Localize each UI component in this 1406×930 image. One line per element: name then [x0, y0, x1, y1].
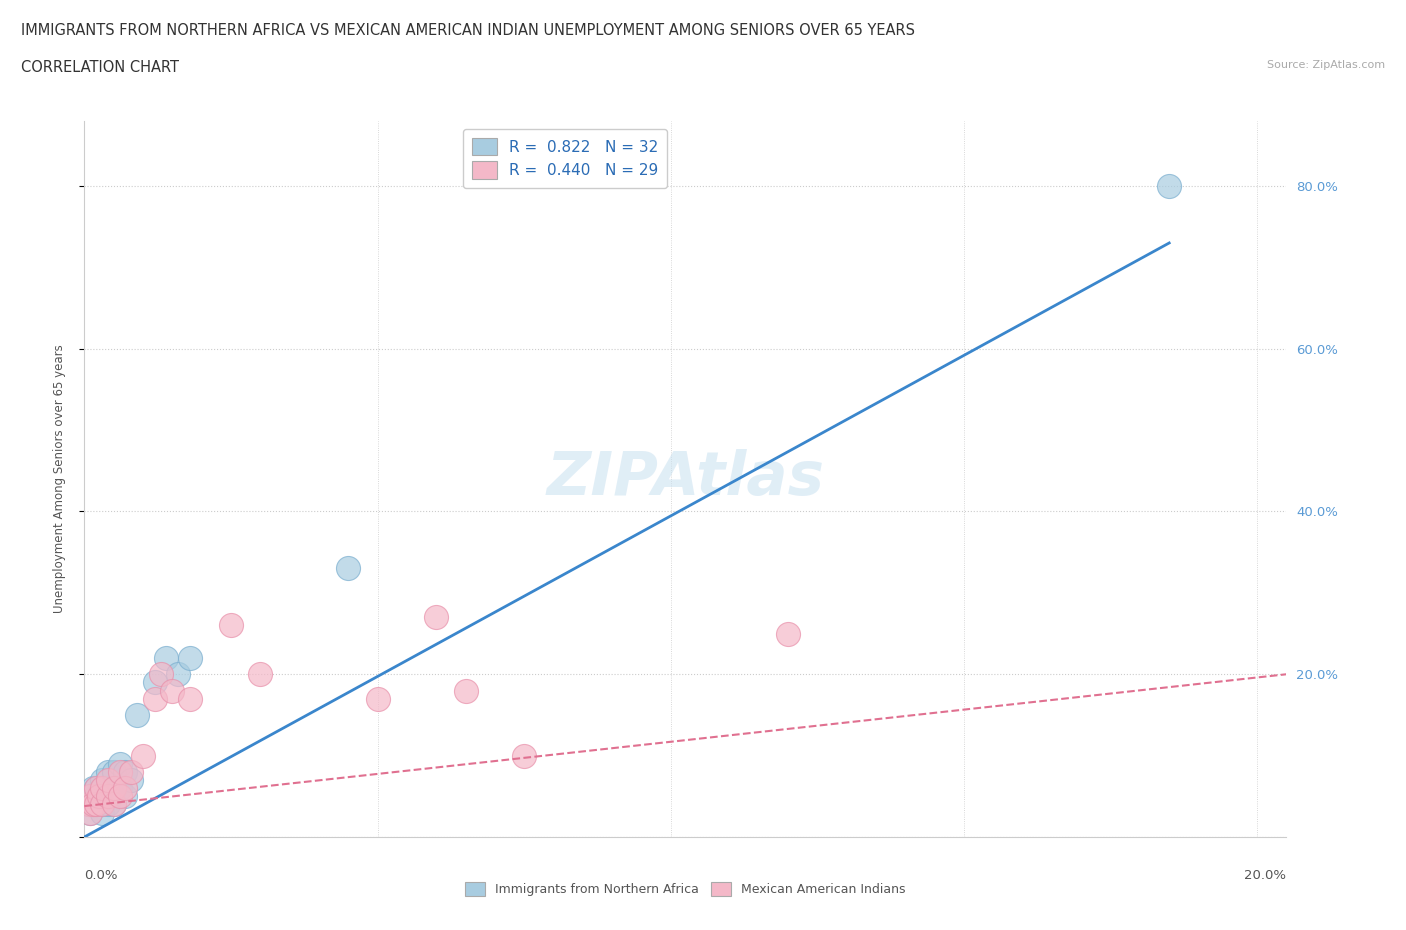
Point [97, 773, 120, 788]
Point [108, 781, 131, 796]
Y-axis label: Unemployment Among Seniors over 65 years: Unemployment Among Seniors over 65 years [53, 345, 66, 613]
Point [167, 667, 190, 682]
Point [108, 764, 131, 779]
Point [84, 781, 107, 796]
Point [84, 781, 107, 796]
Point [127, 708, 149, 723]
Point [149, 667, 172, 682]
Point [77, 797, 100, 812]
Point [162, 683, 184, 698]
Point [337, 561, 360, 576]
Point [776, 626, 799, 641]
Point [103, 797, 125, 812]
Point [103, 781, 125, 796]
Point [91, 797, 114, 812]
Point [91, 805, 114, 820]
Point [91, 773, 114, 788]
Point [97, 781, 120, 796]
Point [103, 781, 125, 796]
Point [120, 773, 142, 788]
Point [79, 805, 101, 820]
Text: CORRELATION CHART: CORRELATION CHART [21, 60, 179, 75]
Point [120, 764, 142, 779]
Point [84, 789, 107, 804]
Point [114, 764, 136, 779]
Point [91, 797, 114, 812]
Point [87, 789, 110, 804]
Point [425, 610, 447, 625]
Point [108, 789, 131, 804]
Point [1159, 179, 1181, 193]
Point [132, 748, 155, 763]
Text: 0.0%: 0.0% [84, 870, 118, 883]
Point [84, 797, 107, 812]
Text: 20.0%: 20.0% [1244, 870, 1286, 883]
Text: IMMIGRANTS FROM NORTHERN AFRICA VS MEXICAN AMERICAN INDIAN UNEMPLOYMENT AMONG SE: IMMIGRANTS FROM NORTHERN AFRICA VS MEXIC… [21, 23, 915, 38]
Point [114, 781, 136, 796]
Point [87, 789, 110, 804]
Point [143, 675, 166, 690]
Point [77, 797, 100, 812]
Point [91, 781, 114, 796]
Point [179, 691, 201, 706]
Point [79, 789, 101, 804]
Text: Source: ZipAtlas.com: Source: ZipAtlas.com [1267, 60, 1385, 71]
Legend: Immigrants from Northern Africa, Mexican American Indians: Immigrants from Northern Africa, Mexican… [458, 875, 912, 902]
Point [367, 691, 389, 706]
Point [97, 789, 120, 804]
Point [114, 789, 136, 804]
Point [454, 683, 477, 698]
Point [97, 764, 120, 779]
Point [91, 781, 114, 796]
Point [84, 797, 107, 812]
Point [103, 764, 125, 779]
Point [103, 797, 125, 812]
Text: ZIPAtlas: ZIPAtlas [547, 449, 824, 509]
Point [143, 691, 166, 706]
Point [82, 781, 104, 796]
Point [97, 789, 120, 804]
Point [97, 797, 120, 812]
Point [513, 748, 536, 763]
Point [79, 805, 101, 820]
Point [79, 789, 101, 804]
Point [219, 618, 242, 633]
Point [108, 756, 131, 771]
Point [155, 651, 177, 666]
Point [179, 651, 201, 666]
Point [82, 797, 104, 812]
Point [82, 797, 104, 812]
Point [249, 667, 271, 682]
